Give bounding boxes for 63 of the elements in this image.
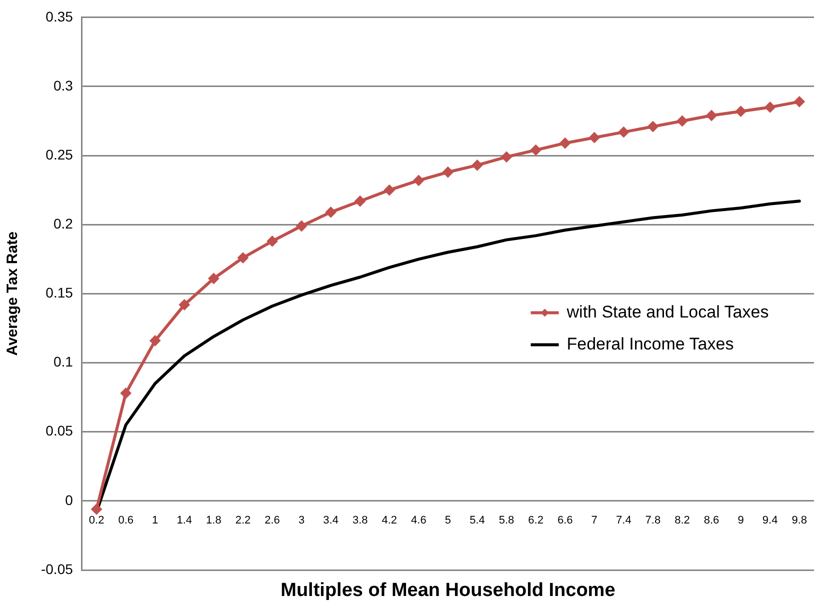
point [530,144,542,156]
x-tick-label: 3.4 [323,514,338,527]
y-tick-label: 0.2 [53,215,74,232]
point [91,504,102,515]
x-axis-title: Multiples of Mean Household Income [280,580,616,602]
y-tick-label: 0.35 [46,8,74,24]
x-tick-label: 4.6 [411,514,426,527]
point [120,388,132,399]
y-axis-title: Average Tax Rate [4,232,22,356]
x-tick-label: 3.8 [352,514,368,527]
x-tick-label: 9.4 [762,514,778,527]
point [354,196,366,207]
point [647,121,658,132]
point [501,151,512,162]
point [296,220,308,232]
x-tick-label: 5.4 [470,514,485,527]
y-tick-label: -0.05 [40,560,74,577]
x-tick-label: 1.8 [206,514,222,527]
point [560,138,571,149]
y-tick-label: 0.3 [53,77,74,94]
point [266,236,278,247]
x-tick-label: 4.2 [382,514,398,527]
y-tick-label: 0 [65,492,74,508]
point [764,102,776,113]
x-tick-label: 2.6 [264,514,280,527]
y-tick-label: 0.05 [46,422,74,439]
x-tick-label: 7 [591,514,598,527]
point [442,166,454,178]
legend-label: with State and Local Taxes [566,302,769,322]
point [676,116,688,127]
point [706,110,718,121]
y-tick-label: 0.1 [53,354,74,370]
x-tick-label: 9 [738,514,744,527]
point [325,206,336,218]
x-tick-label: 6.2 [528,514,544,527]
x-tick-label: 8.6 [704,514,720,527]
x-tick-label: 1 [152,514,158,527]
x-tick-label: 0.6 [118,514,134,527]
x-tick-label: 7.4 [616,514,632,527]
x-tick-label: 3 [298,514,305,527]
point [588,132,600,144]
x-tick-label: 7.8 [645,514,661,527]
x-tick-label: 0.2 [88,514,104,527]
point [618,126,630,138]
y-tick-label: 0.15 [46,284,74,301]
point [178,299,190,310]
x-tick-label: 1.4 [176,514,192,527]
x-tick-label: 6.6 [557,514,573,527]
legend-label: Federal Income Taxes [566,334,734,354]
point [735,106,746,117]
x-tick-label: 8.2 [674,514,690,527]
x-tick-label: 5.8 [498,514,514,527]
y-tick-label: 0.25 [46,146,74,162]
point [384,184,395,196]
point [208,273,220,284]
point [472,160,483,171]
point [237,252,248,264]
point [413,174,424,186]
point [794,96,805,108]
x-tick-label: 9.8 [792,514,808,527]
point [150,335,161,346]
x-tick-label: 2.2 [235,514,251,527]
x-tick-label: 5 [444,514,452,527]
